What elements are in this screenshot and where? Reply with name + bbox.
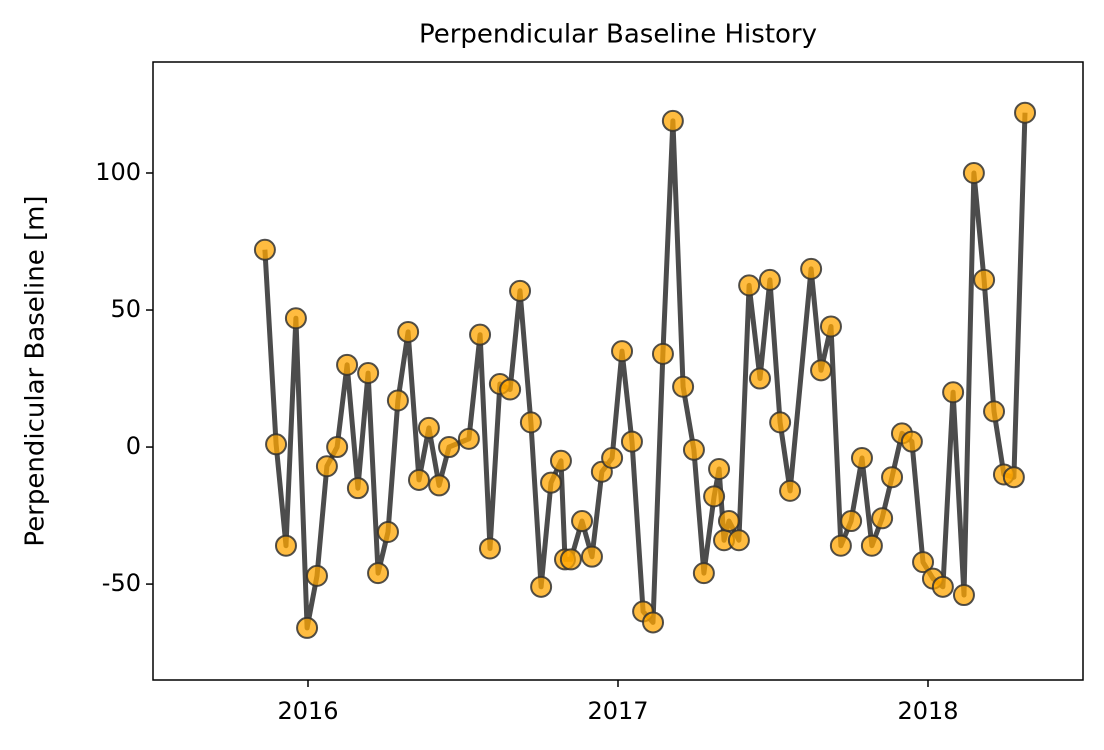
data-point — [810, 359, 833, 382]
data-point — [973, 268, 996, 291]
data-point — [682, 438, 705, 461]
data-point — [469, 323, 492, 346]
data-point — [336, 353, 359, 376]
data-point — [881, 466, 904, 489]
data-point — [549, 449, 572, 472]
data-point — [850, 447, 873, 470]
data-point — [326, 436, 349, 459]
data-point — [692, 562, 715, 585]
data-point — [367, 562, 390, 585]
data-point — [559, 548, 582, 571]
data-point — [620, 430, 643, 453]
data-point — [727, 529, 750, 552]
data-point — [540, 471, 563, 494]
data-point — [315, 455, 338, 478]
data-point — [265, 433, 288, 456]
data-point — [580, 545, 603, 568]
data-point — [708, 457, 731, 480]
data-point — [800, 257, 823, 280]
data-point — [601, 447, 624, 470]
x-tick-label: 2017 — [587, 697, 648, 725]
data-point — [983, 400, 1006, 423]
data-point — [779, 479, 802, 502]
data-point — [829, 534, 852, 557]
data-point — [912, 551, 935, 574]
data-point — [346, 477, 369, 500]
y-tick-label: 50 — [110, 295, 141, 323]
data-point — [962, 161, 985, 184]
data-point — [1014, 101, 1037, 124]
y-tick-label: -50 — [102, 569, 141, 597]
data-point — [661, 109, 684, 132]
data-point — [478, 537, 501, 560]
data-point — [942, 381, 965, 404]
data-point — [417, 416, 440, 439]
data-point — [871, 507, 894, 530]
data-point — [274, 534, 297, 557]
data-point — [253, 238, 276, 261]
data-point — [860, 534, 883, 557]
data-point — [376, 521, 399, 544]
data-point — [769, 411, 792, 434]
data-point — [651, 342, 674, 365]
data-point — [357, 362, 380, 385]
data-point — [499, 378, 522, 401]
data-point — [611, 340, 634, 363]
data-point — [438, 436, 461, 459]
data-point — [819, 315, 842, 338]
data-point — [284, 307, 307, 330]
data-point — [748, 367, 771, 390]
y-axis-label: Perpendicular Baseline [m] — [21, 195, 51, 546]
data-point — [530, 575, 553, 598]
data-point — [840, 510, 863, 533]
data-point — [571, 510, 594, 533]
data-line — [262, 112, 1028, 631]
chart-title: Perpendicular Baseline History — [419, 20, 817, 50]
data-point — [407, 468, 430, 491]
y-tick-label: 100 — [95, 158, 141, 186]
data-point — [717, 510, 740, 533]
data-point — [952, 584, 975, 607]
data-point — [519, 411, 542, 434]
x-tick-label: 2016 — [277, 697, 338, 725]
data-point — [900, 430, 923, 453]
data-point — [296, 616, 319, 639]
data-point — [738, 274, 761, 297]
data-point — [758, 268, 781, 291]
x-tick-label: 2018 — [897, 697, 958, 725]
data-point — [386, 389, 409, 412]
data-point — [305, 564, 328, 587]
data-point — [397, 320, 420, 343]
data-point — [703, 485, 726, 508]
data-point — [642, 611, 665, 634]
plot-frame — [152, 61, 1084, 681]
data-point — [1002, 466, 1025, 489]
data-point — [931, 575, 954, 598]
y-tick-label: 0 — [126, 432, 141, 460]
data-point — [672, 375, 695, 398]
data-point — [457, 427, 480, 450]
data-point — [428, 474, 451, 497]
data-point — [509, 279, 532, 302]
